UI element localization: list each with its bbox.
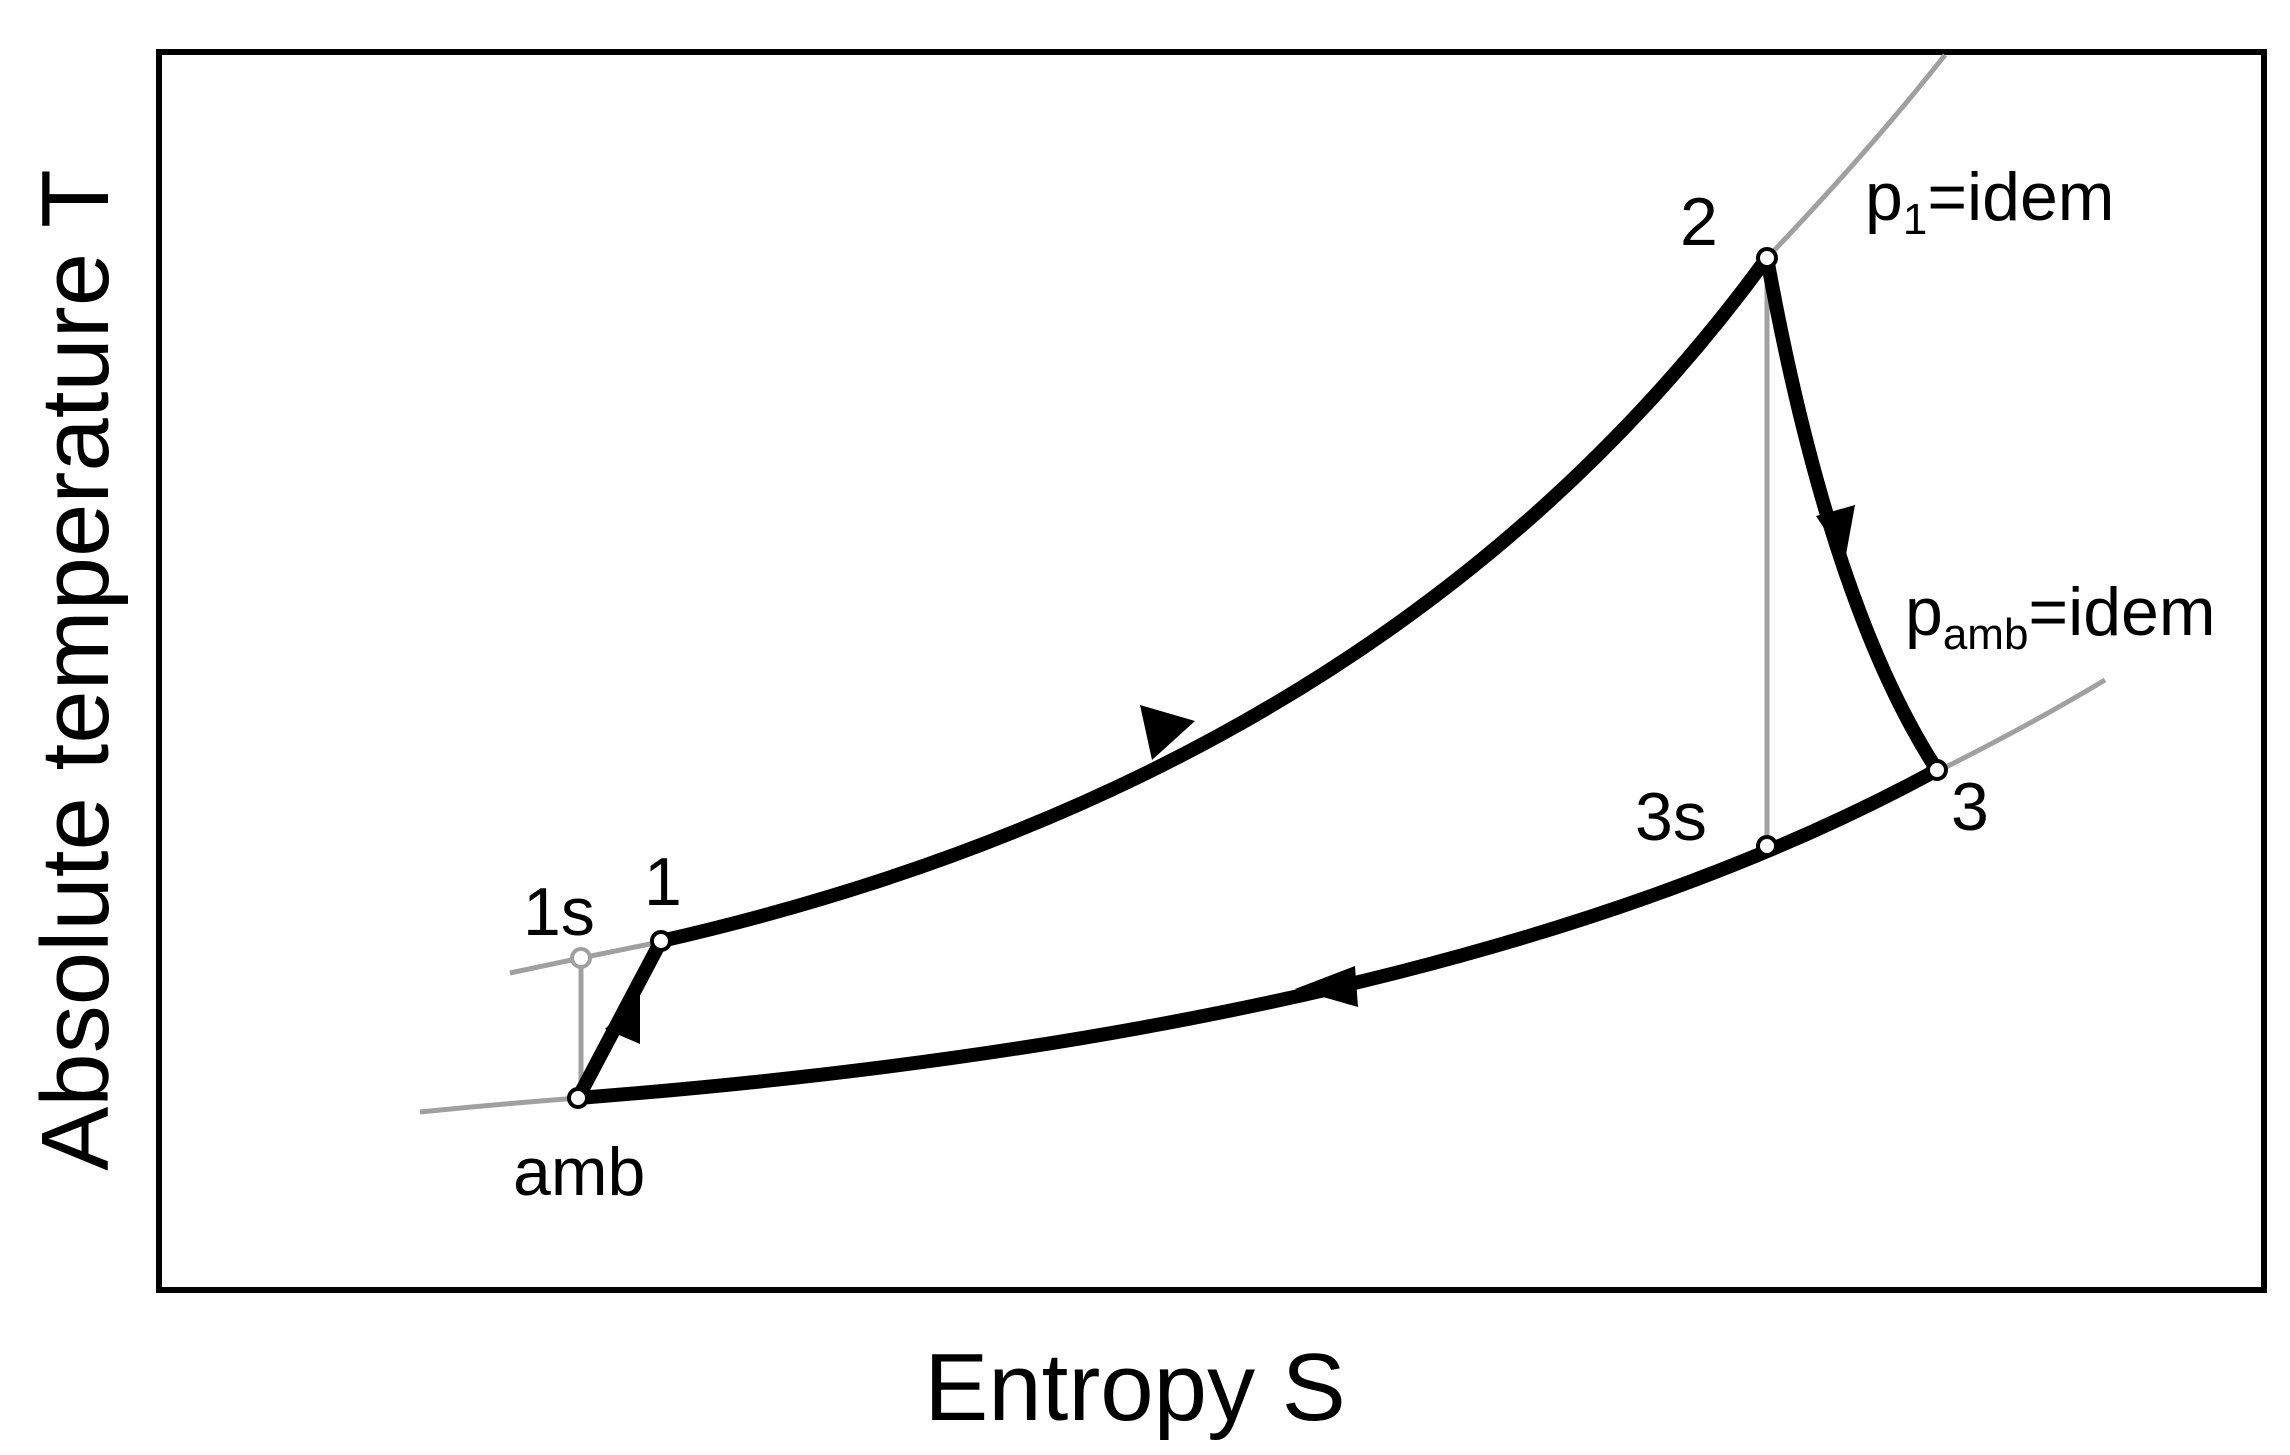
process-3-amb-line	[571, 763, 1944, 1105]
arrow-1-2-icon	[1140, 705, 1195, 760]
label-2: 2	[1680, 184, 1718, 260]
arrow-3-amb-icon	[1295, 966, 1358, 1007]
y-axis-label: Absolute temperature T	[22, 169, 129, 1170]
point-1-marker	[650, 930, 672, 952]
plot-frame	[156, 49, 2267, 1293]
process-1-2-line	[654, 251, 1774, 948]
label-isobar-pamb: pamb=idem	[1905, 574, 2216, 659]
label-amb: amb	[513, 1134, 645, 1210]
label-1: 1	[644, 844, 682, 920]
label-1s: 1s	[523, 874, 595, 950]
isobar-p1-line	[1765, 53, 1947, 260]
label-3s: 3s	[1635, 779, 1707, 855]
process-2-3-line	[1760, 251, 1944, 777]
point-2-marker	[1756, 247, 1778, 269]
point-3-marker	[1926, 759, 1948, 781]
point-3s-marker	[1756, 835, 1778, 857]
arrow-amb-1-icon	[605, 995, 640, 1044]
point-1s-marker	[570, 947, 592, 969]
label-3: 3	[1951, 769, 1989, 845]
isobar-amb-tail-line	[419, 1095, 579, 1115]
label-isobar-p1: p1=idem	[1865, 159, 2114, 244]
isobar-pamb-line	[1938, 677, 2107, 773]
arrow-2-3-icon	[1816, 505, 1855, 560]
x-axis-label: Entropy S	[924, 1334, 1346, 1441]
point-amb-marker	[567, 1087, 589, 1109]
